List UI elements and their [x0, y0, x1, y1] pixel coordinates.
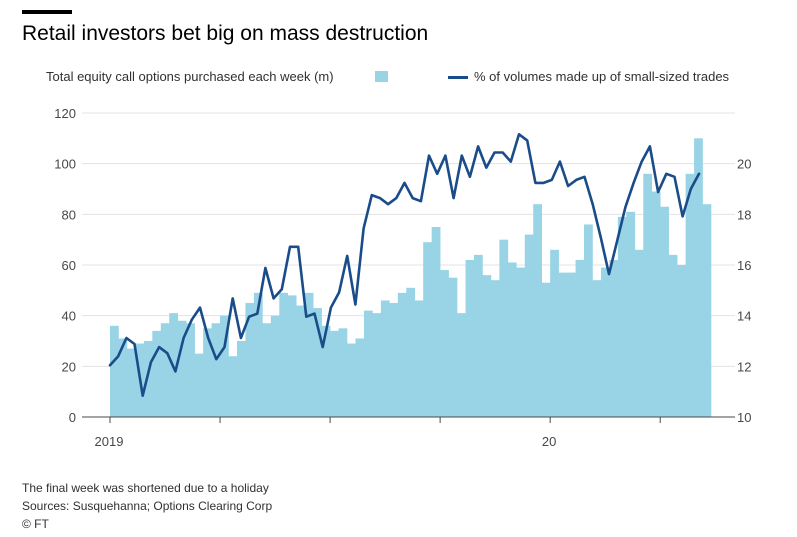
bar	[194, 353, 204, 417]
sources: Sources: Susquehanna; Options Clearing C…	[22, 499, 273, 513]
bar	[457, 313, 466, 417]
left-tick-label: 120	[54, 106, 76, 121]
bar	[372, 313, 382, 417]
bar	[228, 356, 238, 417]
bar	[186, 323, 195, 417]
left-tick-label: 100	[54, 157, 76, 172]
bar	[313, 308, 322, 417]
left-tick-label: 80	[62, 207, 76, 222]
bar	[558, 272, 568, 417]
bar	[677, 265, 686, 417]
bar	[287, 295, 297, 417]
bar	[575, 259, 585, 417]
bar	[177, 320, 187, 417]
top-rule	[22, 10, 72, 14]
bar	[363, 310, 373, 417]
x-tick-label: 20	[542, 434, 556, 449]
bar	[220, 315, 229, 417]
bar	[110, 325, 119, 417]
bar	[321, 325, 331, 417]
legend-bar-label: Total equity call options purchased each…	[46, 69, 334, 84]
bar	[126, 348, 136, 417]
series-line	[108, 133, 701, 398]
bar	[685, 173, 695, 417]
bar	[617, 216, 627, 417]
legend-line-swatch	[448, 76, 468, 79]
bar	[668, 254, 678, 417]
bar	[448, 277, 458, 417]
right-tick-label: 20	[737, 157, 751, 172]
bar	[541, 282, 551, 417]
bar	[634, 249, 644, 417]
footnote: The final week was shortened due to a ho…	[22, 481, 269, 495]
line-series	[108, 133, 701, 398]
bar	[211, 323, 221, 417]
bar	[389, 303, 399, 417]
bar	[609, 259, 619, 417]
left-tick-label: 0	[69, 410, 76, 425]
bar	[490, 280, 500, 417]
bar	[152, 330, 162, 417]
bar	[499, 239, 509, 417]
bar	[296, 305, 305, 417]
bar	[533, 204, 543, 417]
bar	[702, 204, 712, 417]
bar	[143, 341, 153, 417]
bar	[414, 300, 424, 417]
left-tick-label: 40	[62, 309, 76, 324]
left-tick-label: 20	[62, 359, 76, 374]
x-tick-label: 2019	[95, 434, 124, 449]
bar	[347, 343, 356, 417]
bar	[507, 262, 517, 417]
bar	[406, 287, 416, 417]
bar	[694, 138, 703, 418]
right-tick-label: 18	[737, 207, 751, 222]
bar	[236, 341, 246, 417]
bar	[279, 292, 289, 417]
bar	[651, 191, 661, 417]
bar	[600, 267, 610, 417]
bar	[118, 338, 128, 417]
right-tick-label: 10	[737, 410, 751, 425]
bar	[203, 328, 212, 417]
bar	[380, 300, 390, 417]
bar	[592, 280, 602, 417]
bar	[423, 242, 432, 417]
bar	[516, 267, 526, 417]
legend-bar-swatch	[375, 71, 388, 82]
bar	[245, 303, 255, 417]
bar	[253, 292, 263, 417]
bar	[584, 224, 593, 417]
bar	[338, 328, 348, 417]
bar	[550, 249, 559, 417]
bar	[465, 259, 475, 417]
legend-line-label: % of volumes made up of small-sized trad…	[474, 69, 730, 84]
credit: © FT	[22, 517, 49, 531]
bar	[330, 330, 339, 417]
bar-series	[110, 138, 712, 418]
left-tick-label: 60	[62, 258, 76, 273]
right-tick-label: 14	[737, 309, 751, 324]
bar	[567, 272, 576, 417]
bar	[304, 292, 314, 417]
bar	[397, 292, 407, 417]
bar	[482, 275, 492, 417]
bar	[524, 234, 534, 417]
bar	[473, 254, 483, 417]
bar	[643, 173, 653, 417]
bar	[160, 323, 170, 417]
bar	[262, 323, 272, 417]
bar	[660, 206, 669, 417]
bar	[270, 315, 280, 417]
bar	[355, 338, 365, 417]
bar	[626, 211, 636, 417]
chart-title: Retail investors bet big on mass destruc…	[22, 22, 429, 45]
bar	[440, 270, 449, 417]
right-tick-label: 12	[737, 359, 751, 374]
right-tick-label: 16	[737, 258, 751, 273]
axes: 01020124014601680181002012020192021	[54, 106, 751, 449]
bar	[431, 227, 441, 417]
